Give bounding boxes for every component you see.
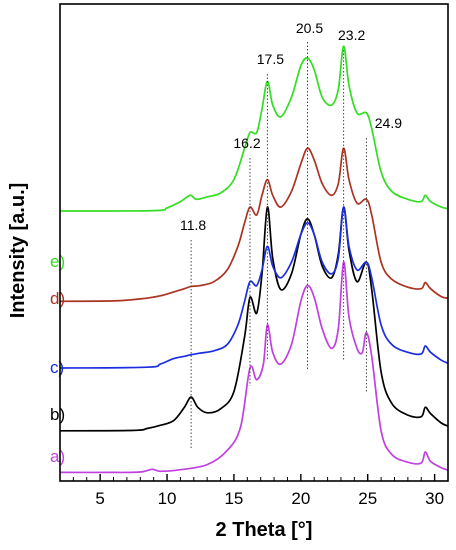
curves-layer	[59, 45, 449, 474]
series-e-line	[59, 45, 449, 212]
series-label-d: d)	[50, 289, 65, 308]
peak-label-20-5: 20.5	[296, 20, 323, 36]
x-tick-label-20: 20	[291, 489, 310, 508]
series-label-a: a)	[50, 447, 65, 466]
peak-label-23-2: 23.2	[338, 27, 365, 43]
series-label-c: c)	[50, 358, 64, 377]
x-tick-label-15: 15	[224, 489, 243, 508]
peak-label-11-8: 11.8	[180, 217, 206, 233]
series-label-e: e)	[50, 252, 65, 271]
x-tick-label-25: 25	[358, 489, 377, 508]
series-label-b: b)	[50, 405, 65, 424]
peak-label-24-9: 24.9	[375, 115, 402, 131]
peak-guide-lines	[190, 42, 367, 450]
x-tick-label-30: 30	[425, 489, 444, 508]
y-axis-title: Intensity [a.u.]	[7, 183, 29, 319]
peak-label-17-5: 17.5	[257, 51, 284, 67]
x-axis-title: 2 Theta [°]	[216, 519, 313, 541]
series-d-line	[59, 147, 449, 303]
plot-frame	[59, 3, 449, 482]
series-c-line	[59, 206, 449, 369]
x-axis-ticks: 5 10 15 20 25 30	[72, 474, 449, 508]
series-labels: a) b) c) d) e)	[50, 252, 65, 466]
series-a-line	[59, 261, 449, 474]
peak-labels: 11.8 16.2 17.5 20.5 23.2 24.9	[180, 20, 402, 233]
x-tick-label-10: 10	[158, 489, 177, 508]
series-b-line	[59, 206, 449, 432]
x-tick-label-5: 5	[95, 489, 104, 508]
peak-label-16-2: 16.2	[233, 135, 260, 151]
